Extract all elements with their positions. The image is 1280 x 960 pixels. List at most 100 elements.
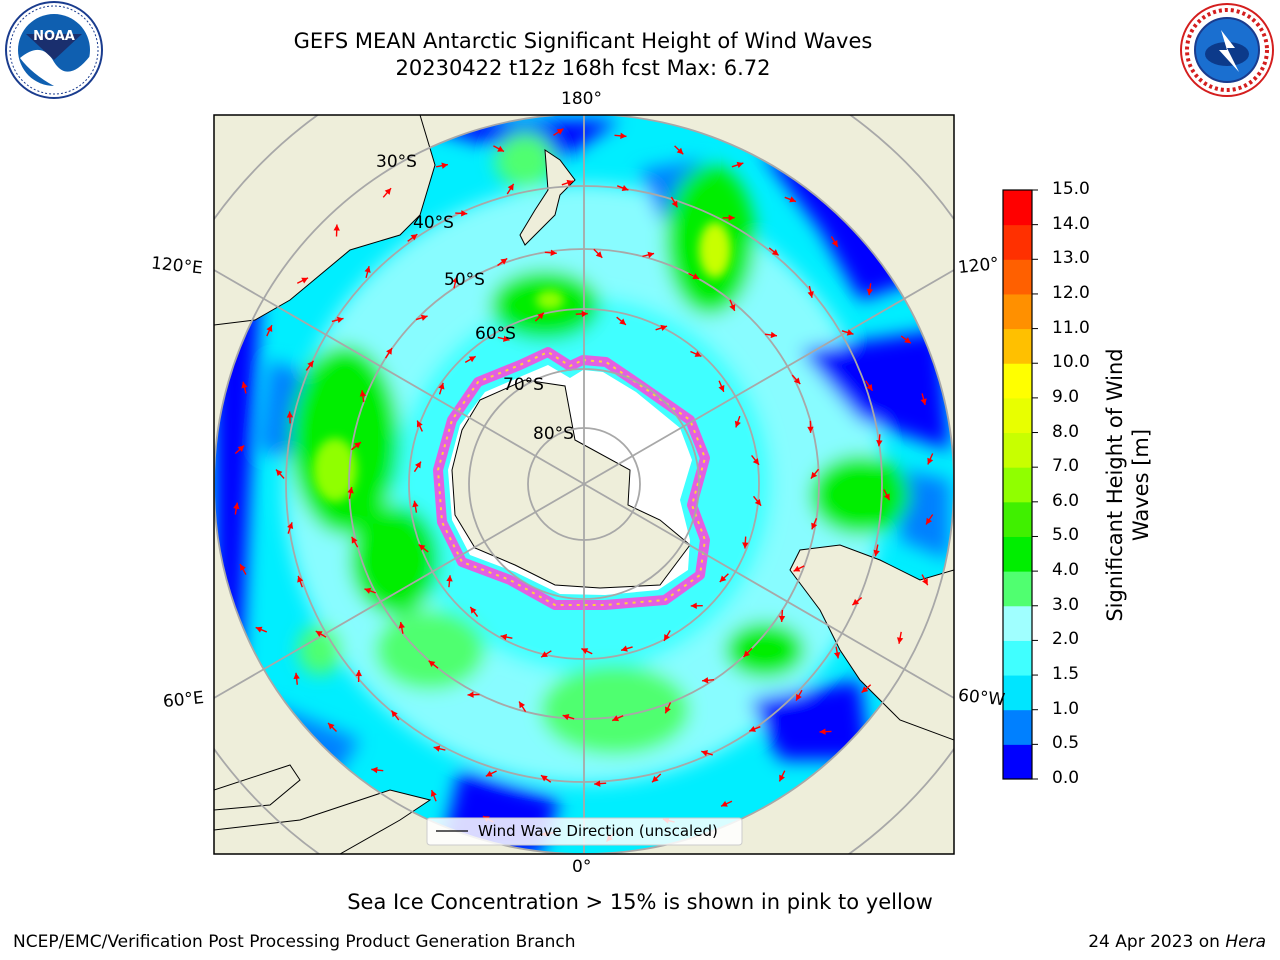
- wave-arrow-head: [502, 335, 510, 342]
- lat-label-30s: 30°S: [376, 152, 417, 172]
- wave-arrow-head: [721, 800, 728, 807]
- wave-arrow-head: [647, 251, 655, 259]
- wave-arrow-head: [438, 382, 445, 390]
- wave-arrow-head: [240, 564, 246, 571]
- wave-arrow-head: [354, 442, 361, 449]
- wave-arrow-head: [873, 549, 880, 557]
- wave-arrow-head: [927, 457, 934, 465]
- colorbar-bin: [1003, 467, 1032, 503]
- colorbar-tick-label: 4.0: [1052, 560, 1080, 581]
- wave-arrow-head: [612, 715, 620, 722]
- wave-arrow-head: [819, 728, 826, 735]
- colorbar-bin: [1003, 675, 1032, 711]
- wave-arrow-head: [866, 288, 874, 296]
- wave-arrow-head: [364, 587, 372, 594]
- svg-text:NOAA: NOAA: [33, 29, 75, 44]
- wave-arrow-head: [328, 723, 335, 730]
- wave-arrow-head: [307, 360, 314, 368]
- antarctica: [433, 347, 710, 610]
- colorbar-tick-label: 0.5: [1052, 733, 1080, 754]
- wave-arrow-head: [771, 249, 779, 256]
- wave-arrow-head: [418, 544, 426, 551]
- wave-arrow-head: [702, 677, 709, 684]
- wave-arrow-head: [467, 691, 474, 698]
- colorbar-tick-label: 0.0: [1052, 768, 1080, 788]
- wave-arrow-head: [729, 304, 736, 311]
- wave-arrow-head: [287, 522, 294, 530]
- colorbar-tick-label: 10.0: [1052, 352, 1090, 373]
- wave-arrow-head: [852, 598, 860, 606]
- colorbar-bin: [1003, 709, 1032, 745]
- wave-arrow-head: [468, 356, 476, 363]
- colorbar-tick-label: 13.0: [1052, 248, 1090, 269]
- wave-arrow-head: [519, 701, 526, 709]
- wave-arrow-head: [621, 645, 628, 652]
- colorbar-tick-label: 2.0: [1052, 629, 1080, 650]
- colorbar-bin: [1003, 536, 1032, 572]
- credit-date: 24 Apr 2023 on Hera: [1088, 932, 1266, 952]
- wave-arrow-head: [541, 651, 548, 658]
- wave-arrow-head: [796, 693, 802, 701]
- colorbar-bin: [1003, 501, 1032, 537]
- lon-label-0: 0°: [572, 857, 592, 877]
- wave-arrow-head: [315, 631, 323, 637]
- colorbar-tick-label: 1.5: [1052, 664, 1080, 685]
- wave-arrow-head: [293, 672, 300, 680]
- wave-arrow-head: [752, 458, 760, 465]
- colorbar-tick-label: 1.0: [1052, 698, 1080, 719]
- wave-arrow-head: [779, 774, 785, 782]
- wave-arrow-head: [301, 277, 309, 284]
- wave-arrow-head: [690, 602, 697, 609]
- wave-arrow-head: [694, 351, 702, 357]
- colorbar-tick-label: 8.0: [1052, 421, 1080, 442]
- wave-arrow-head: [461, 210, 468, 217]
- wave-arrow-head: [255, 626, 263, 633]
- colorbar-bin: [1003, 328, 1032, 364]
- wave-arrow-head: [736, 161, 744, 168]
- wave-arrow-head: [347, 486, 354, 494]
- colorbar-tick-label: 14.0: [1052, 213, 1090, 234]
- colorbar-bin: [1003, 432, 1032, 468]
- wave-arrow-head: [701, 750, 708, 757]
- wind-wave-arrows: [233, 128, 934, 843]
- wave-arrow-head: [416, 420, 423, 428]
- wave-arrow-head: [276, 469, 283, 477]
- wave-arrow-head: [793, 377, 801, 385]
- wave-arrow-head: [692, 273, 700, 280]
- credit-machine: Hera: [1225, 932, 1266, 952]
- colorbar-tick-label: 7.0: [1052, 456, 1080, 477]
- wave-arrow-head: [351, 536, 358, 544]
- colorbar-bin: [1003, 605, 1032, 641]
- wave-arrow-head: [834, 651, 841, 659]
- sea-ice-note: Sea Ice Concentration > 15% is shown in …: [347, 890, 933, 914]
- wave-arrow-head: [754, 498, 762, 506]
- wave-arrow-head: [676, 147, 684, 155]
- wave-arrow-head: [734, 420, 741, 428]
- nws-logo: [1180, 3, 1274, 97]
- south-america-landmass: [789, 544, 954, 741]
- wave-arrow-head: [811, 522, 818, 530]
- wave-arrow-head: [922, 578, 928, 586]
- wave-arrow-head: [410, 234, 418, 241]
- colorbar-tick-label: 12.0: [1052, 282, 1090, 303]
- lat-label-80s: 80°S: [533, 424, 574, 444]
- wave-arrow-head: [470, 606, 477, 614]
- chart-title: GEFS MEAN Antarctic Significant Height o…: [293, 29, 873, 53]
- lon-label-180: 180°: [561, 89, 602, 109]
- wave-arrow-head: [660, 324, 668, 332]
- wave-arrow-head: [807, 291, 814, 298]
- wave-arrow-head: [412, 500, 419, 508]
- wave-arrow-head: [430, 790, 437, 797]
- wave-arrow-head: [537, 312, 544, 320]
- wave-arrow-head: [507, 183, 514, 191]
- wave-arrow-head: [719, 575, 727, 583]
- wave-arrow-head: [485, 770, 493, 777]
- colorbar-frame: [1002, 189, 1033, 780]
- wave-arrow-head: [594, 780, 601, 787]
- wave-arrow-head: [926, 517, 933, 525]
- africa-landmass: [214, 789, 432, 854]
- wave-arrow-head: [619, 318, 626, 325]
- wave-arrow-head: [789, 196, 796, 203]
- wave-arrow-head: [846, 329, 854, 336]
